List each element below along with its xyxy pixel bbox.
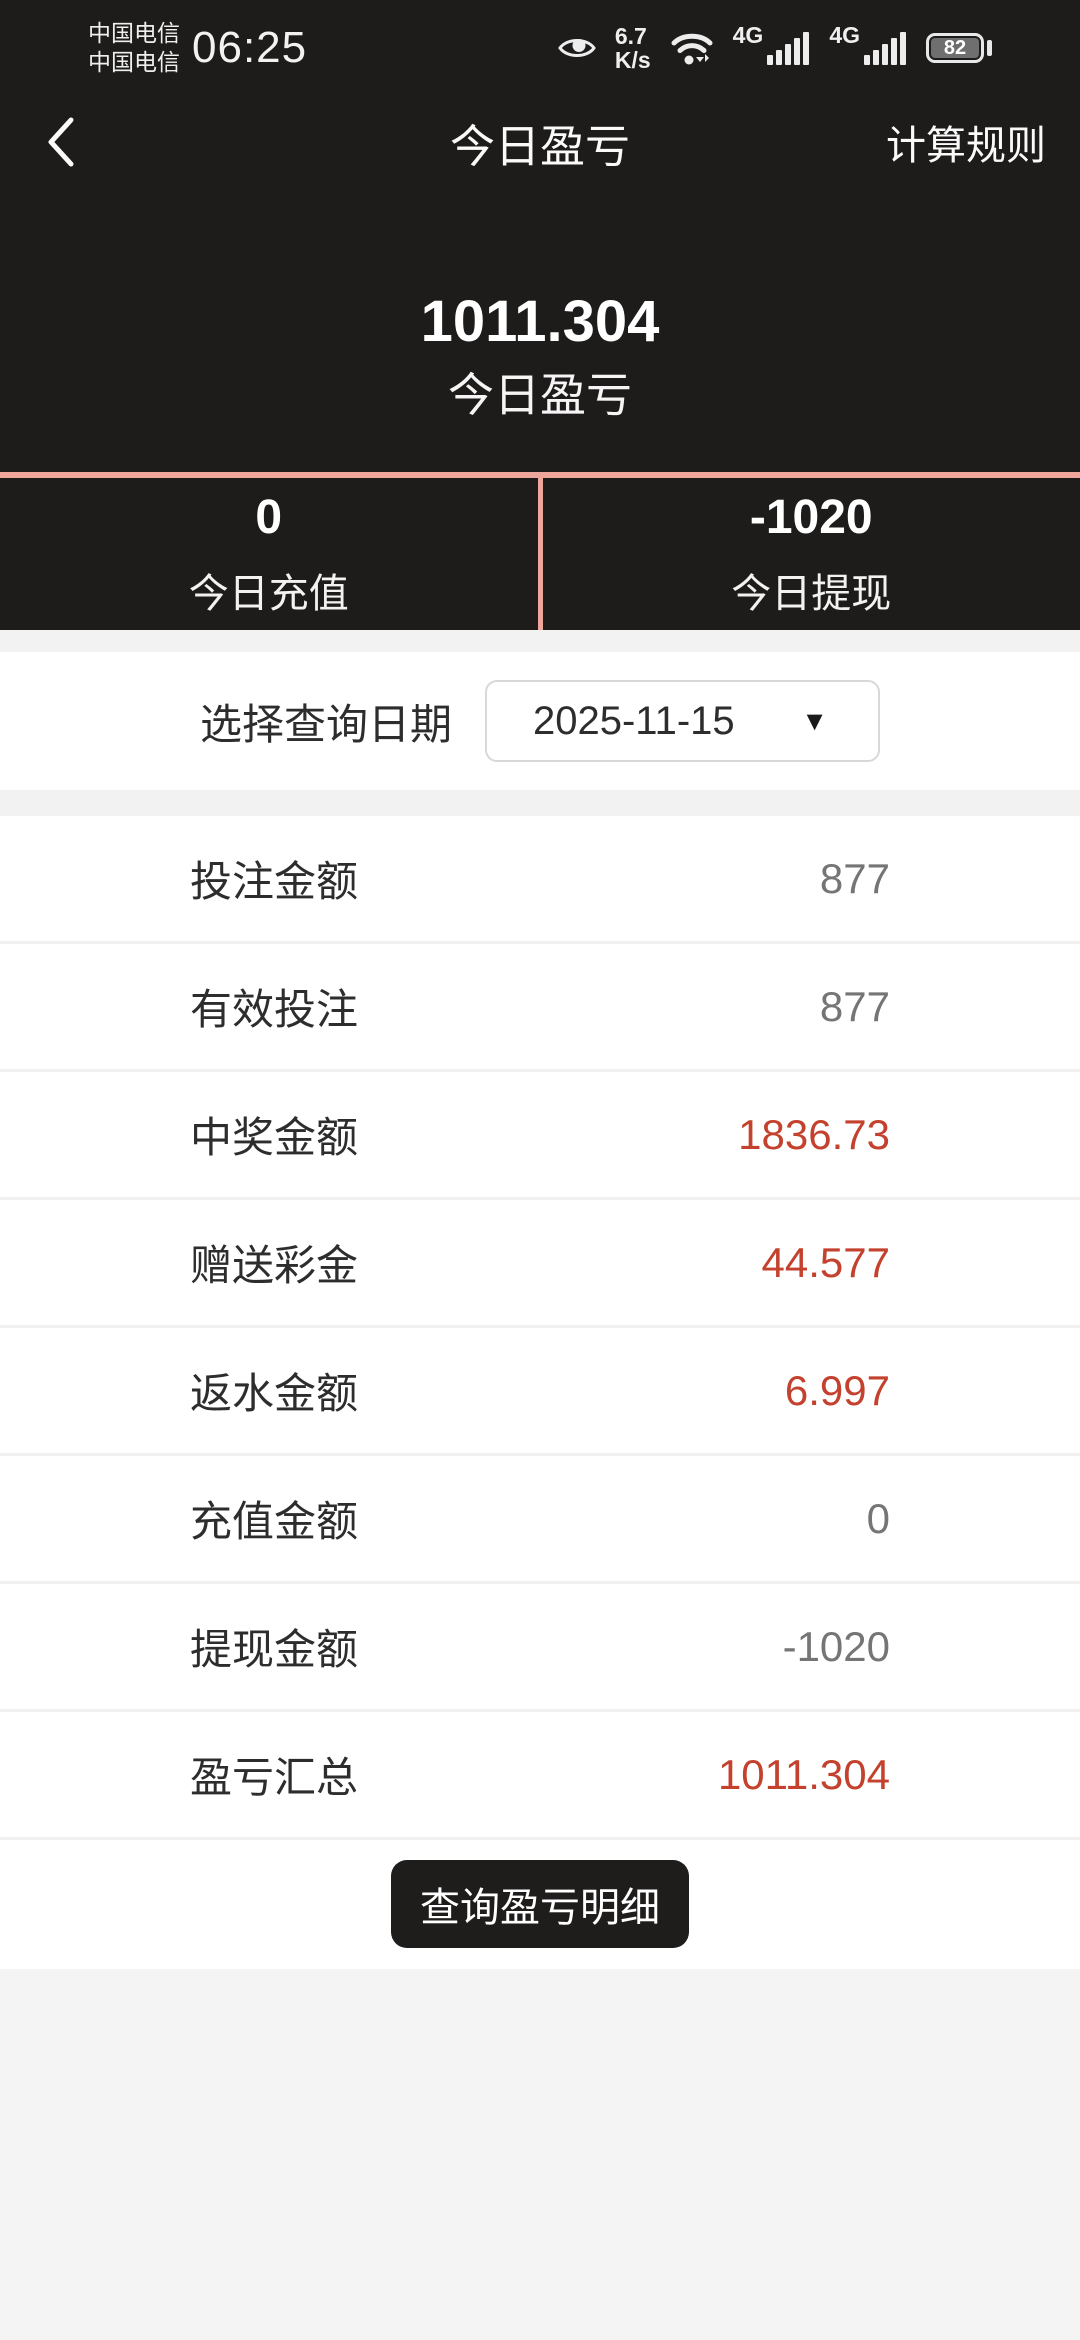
calc-rules-link[interactable]: 计算规则 [886, 124, 1046, 168]
status-clock: 06:25 [192, 23, 308, 72]
stat-withdraw-value: -1020 [749, 490, 873, 544]
carrier-name: 中国电信 中国电信 [88, 19, 180, 77]
stat-deposit-label: 今日充值 [188, 571, 349, 616]
network-speed-value: 6.7 [614, 23, 647, 49]
network-speed: 6.7 K/s [615, 24, 651, 72]
row-value: 1011.304 [717, 1750, 890, 1798]
profit-summary: 1011.304 今日盈亏 [0, 286, 1080, 424]
carrier-line-1: 中国电信 [88, 20, 180, 46]
detail-row: 投注金额 877 [0, 816, 1080, 944]
sim2-network-type: 4G [829, 22, 860, 48]
nav-bar: 今日盈亏 计算规则 [0, 84, 1080, 200]
caret-down-icon: ▼ [801, 705, 828, 736]
detail-row: 充值金额 0 [0, 1456, 1080, 1584]
status-left: 中国电信 中国电信 06:25 [88, 19, 307, 77]
row-value: 44.577 [761, 1238, 890, 1286]
row-label: 有效投注 [190, 986, 359, 1033]
status-bar: 中国电信 中国电信 06:25 6.7 K/s [0, 0, 1080, 84]
row-value: 0 [866, 1494, 890, 1542]
section-gap [0, 630, 1080, 652]
row-value: 877 [819, 854, 890, 902]
row-label: 盈亏汇总 [190, 1754, 359, 1801]
date-picker-label: 选择查询日期 [200, 700, 453, 748]
stat-deposit-value: 0 [255, 490, 283, 544]
wifi-icon [669, 29, 715, 67]
back-button[interactable] [44, 115, 76, 169]
detail-row: 中奖金额 1836.73 [0, 1072, 1080, 1200]
row-value: 877 [819, 982, 890, 1030]
stat-deposit: 0 今日充值 [0, 478, 543, 630]
detail-row: 有效投注 877 [0, 944, 1080, 1072]
stat-withdraw: -1020 今日提现 [543, 478, 1080, 630]
battery-percent: 82 [931, 37, 979, 59]
eye-icon [557, 34, 597, 62]
sim1-network-type: 4G [732, 22, 764, 48]
row-value: 1836.73 [738, 1110, 890, 1158]
row-label: 赠送彩金 [190, 1242, 359, 1289]
bottom-filler [0, 1969, 1080, 2340]
button-area: 查询盈亏明细 [0, 1840, 1080, 1969]
detail-row: 提现金额 -1020 [0, 1584, 1080, 1712]
stats-row: 0 今日充值 -1020 今日提现 [0, 472, 1080, 630]
signal-bars-icon [864, 31, 908, 65]
date-dropdown-value: 2025-11-15 [533, 698, 735, 743]
stat-withdraw-label: 今日提现 [731, 571, 892, 616]
row-label: 返水金额 [190, 1370, 359, 1417]
date-picker-row: 选择查询日期 2025-11-15 ▼ [0, 652, 1080, 790]
date-dropdown[interactable]: 2025-11-15 ▼ [485, 680, 880, 762]
profit-amount-label: 今日盈亏 [448, 369, 632, 421]
sim2-network: 4G [829, 22, 908, 65]
battery-icon: 82 [926, 33, 992, 63]
signal-bars-icon [767, 31, 811, 65]
row-value: -1020 [782, 1622, 890, 1670]
row-label: 中奖金额 [190, 1114, 359, 1161]
sim1-network: 4G [733, 22, 812, 65]
row-label: 投注金额 [190, 858, 359, 905]
detail-list: 投注金额 877 有效投注 877 中奖金额 1836.73 赠送彩金 44.5… [0, 816, 1080, 1840]
row-value: 6.997 [784, 1366, 890, 1414]
profit-amount: 1011.304 [420, 289, 660, 354]
detail-row: 赠送彩金 44.577 [0, 1200, 1080, 1328]
carrier-line-2: 中国电信 [88, 49, 180, 75]
row-label: 充值金额 [190, 1498, 359, 1545]
detail-row: 返水金额 6.997 [0, 1328, 1080, 1456]
dark-header-block: 中国电信 中国电信 06:25 6.7 K/s [0, 0, 1080, 472]
section-gap [0, 790, 1080, 816]
network-speed-unit: K/s [614, 47, 651, 73]
detail-row: 盈亏汇总 1011.304 [0, 1712, 1080, 1840]
chevron-left-icon [48, 117, 74, 167]
battery-nub [987, 40, 992, 56]
row-label: 提现金额 [190, 1626, 359, 1673]
status-right: 6.7 K/s 4G [557, 22, 992, 72]
query-detail-button[interactable]: 查询盈亏明细 [391, 1860, 689, 1948]
